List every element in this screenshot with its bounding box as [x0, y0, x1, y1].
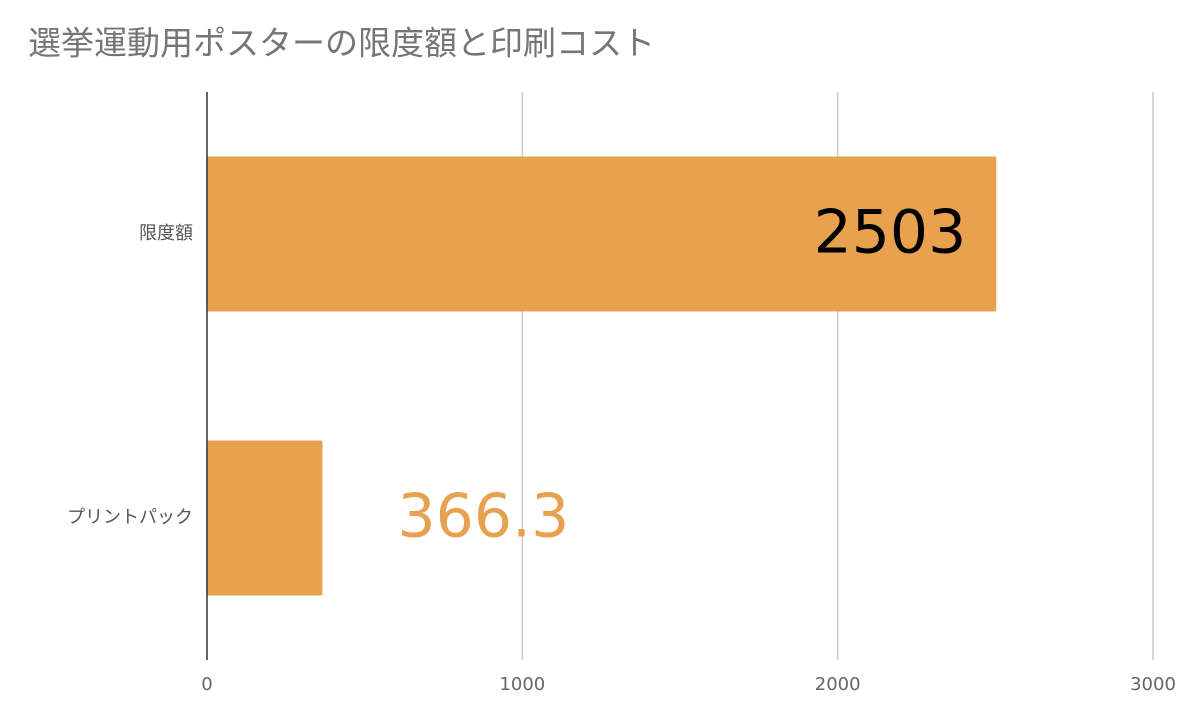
- x-tick-label: 2000: [815, 674, 861, 695]
- data-label: 366.3: [398, 482, 570, 552]
- data-label: 2503: [814, 198, 967, 268]
- y-tick-label: 限度額: [139, 223, 193, 244]
- bar: [207, 440, 323, 596]
- x-tick-label: 1000: [499, 674, 545, 695]
- x-tick-label: 0: [201, 674, 212, 695]
- chart-title: 選挙運動用ポスターの限度額と印刷コスト: [28, 24, 655, 63]
- y-tick-label: プリントパック: [67, 507, 193, 528]
- x-tick-label: 3000: [1130, 674, 1176, 695]
- bar: [207, 156, 997, 312]
